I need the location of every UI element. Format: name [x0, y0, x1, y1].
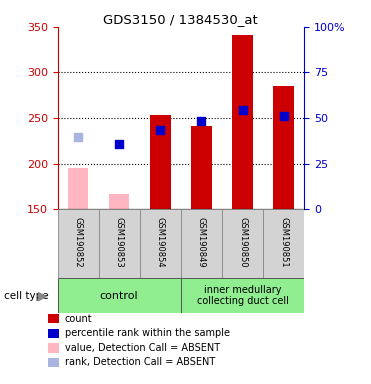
- Bar: [140, 209, 181, 278]
- Text: value, Detection Call = ABSENT: value, Detection Call = ABSENT: [65, 343, 220, 353]
- Text: GSM190854: GSM190854: [156, 217, 165, 268]
- Bar: [191, 126, 212, 209]
- Point: [116, 141, 122, 147]
- Bar: [58, 209, 99, 278]
- Text: rank, Detection Call = ABSENT: rank, Detection Call = ABSENT: [65, 358, 215, 367]
- Text: GSM190851: GSM190851: [279, 217, 288, 268]
- Point: [75, 134, 81, 140]
- Text: inner medullary
collecting duct cell: inner medullary collecting duct cell: [197, 285, 289, 306]
- Bar: [181, 278, 304, 313]
- Bar: [150, 115, 171, 209]
- Title: GDS3150 / 1384530_at: GDS3150 / 1384530_at: [104, 13, 258, 26]
- Text: cell type: cell type: [4, 291, 48, 301]
- Text: GSM190852: GSM190852: [73, 217, 83, 268]
- Text: GSM190853: GSM190853: [115, 217, 124, 268]
- Bar: [181, 209, 222, 278]
- Point: [281, 113, 287, 119]
- Point: [157, 127, 163, 133]
- Text: GSM190849: GSM190849: [197, 217, 206, 268]
- Text: count: count: [65, 314, 92, 324]
- Bar: [99, 209, 140, 278]
- Text: percentile rank within the sample: percentile rank within the sample: [65, 328, 230, 338]
- Bar: [232, 35, 253, 209]
- Bar: [68, 168, 88, 209]
- Text: ▶: ▶: [38, 289, 47, 302]
- Bar: [263, 209, 304, 278]
- Bar: [273, 86, 294, 209]
- Text: GSM190850: GSM190850: [238, 217, 247, 268]
- Point: [240, 107, 246, 113]
- Bar: [58, 278, 181, 313]
- Point: [198, 118, 204, 124]
- Text: control: control: [100, 291, 138, 301]
- Bar: [109, 194, 129, 209]
- Bar: [222, 209, 263, 278]
